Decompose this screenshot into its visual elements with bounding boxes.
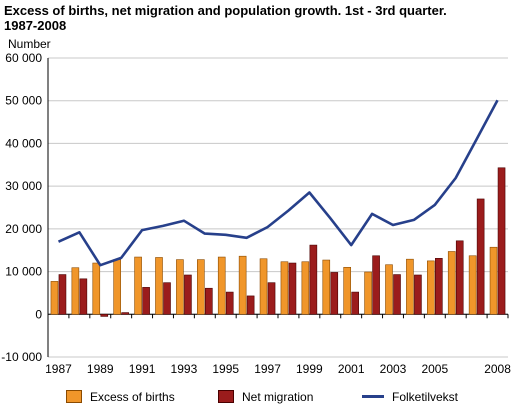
bar-excess-of-births: [259, 258, 268, 315]
bar-net-migration: [435, 258, 443, 315]
legend-growth: Folketilvekst: [362, 389, 458, 404]
y-tick-label: 0: [35, 307, 42, 321]
bar-excess-of-births: [238, 255, 247, 315]
bar-net-migration: [414, 274, 422, 315]
bar-net-migration: [351, 291, 359, 315]
y-tick-label: -10 000: [1, 350, 42, 364]
legend-growth-swatch: [362, 395, 384, 399]
chart-title-line-1: Excess of births, net migration and popu…: [4, 3, 447, 18]
x-tick-label: 2001: [338, 362, 365, 376]
bar-net-migration: [393, 274, 401, 315]
bar-net-migration: [476, 198, 485, 315]
legend-growth-label: Folketilvekst: [392, 389, 459, 404]
bar-excess-of-births: [92, 262, 101, 315]
bar-excess-of-births: [468, 255, 477, 315]
bar-excess-of-births: [155, 257, 163, 315]
legend-migration-label: Net migration: [242, 389, 314, 404]
x-tick-label: 1989: [87, 362, 114, 376]
bar-net-migration: [372, 255, 380, 315]
bar-net-migration: [121, 312, 129, 315]
bar-excess-of-births: [71, 267, 80, 315]
y-tick-label: 60 000: [5, 51, 42, 65]
bar-excess-of-births: [50, 281, 59, 315]
y-tick-label: 40 000: [5, 136, 42, 150]
bar-excess-of-births: [280, 261, 289, 315]
bar-excess-of-births: [427, 260, 435, 315]
bar-net-migration: [79, 278, 88, 315]
bar-excess-of-births: [134, 256, 142, 315]
x-tick-label: 2003: [380, 362, 407, 376]
bar-net-migration: [246, 295, 255, 315]
legend-migration-swatch: [218, 390, 234, 404]
legend-births-label: Excess of births: [90, 389, 175, 404]
y-axis-unit-label: Number: [8, 37, 51, 51]
bar-net-migration: [100, 313, 109, 317]
bar-excess-of-births: [217, 256, 226, 315]
x-tick-label: 1997: [254, 362, 281, 376]
legend-migration: Net migration: [218, 389, 313, 404]
bar-net-migration: [455, 240, 464, 315]
bar-excess-of-births: [406, 258, 414, 315]
bar-excess-of-births: [447, 251, 456, 315]
bar-net-migration: [288, 262, 297, 315]
bar-excess-of-births: [301, 261, 310, 315]
bar-net-migration: [330, 272, 339, 315]
x-tick-label: 1999: [296, 362, 323, 376]
bar-excess-of-births: [197, 259, 205, 315]
x-tick-label: 1987: [45, 362, 72, 376]
bar-net-migration: [58, 274, 67, 315]
y-tick-label: 50 000: [5, 94, 42, 108]
bar-net-migration: [163, 282, 171, 315]
bar-net-migration: [497, 167, 506, 315]
bar-net-migration: [225, 291, 234, 315]
bar-excess-of-births: [113, 259, 121, 315]
x-tick-label: 2005: [421, 362, 448, 376]
legend-births: Excess of births: [66, 389, 175, 404]
bar-excess-of-births: [343, 266, 351, 315]
bar-net-migration: [142, 287, 150, 315]
bar-net-migration: [184, 274, 192, 315]
x-tick-label: 1993: [171, 362, 198, 376]
y-tick-label: 10 000: [5, 265, 42, 279]
bar-excess-of-births: [385, 264, 393, 315]
bar-excess-of-births: [176, 259, 184, 315]
y-tick-label: 30 000: [5, 179, 42, 193]
bar-net-migration: [205, 287, 213, 315]
bar-excess-of-births: [322, 259, 331, 315]
y-tick-label: 20 000: [5, 222, 42, 236]
x-tick-label: 2008: [484, 362, 511, 376]
line-folketilvekst: [57, 99, 499, 267]
legend-births-swatch: [66, 390, 82, 404]
chart-title-line-2: 1987-2008: [4, 18, 67, 33]
x-tick-label: 1995: [212, 362, 239, 376]
bar-net-migration: [309, 244, 318, 315]
chart-plot: 60 000 50 000 40 000 30 000 20 000 10 000 0 -10…: [1, 51, 511, 376]
bar-excess-of-births: [364, 271, 372, 315]
bar-net-migration: [267, 282, 276, 315]
bar-excess-of-births: [489, 246, 498, 315]
x-tick-label: 1991: [129, 362, 156, 376]
chart-title: Excess of births, net migration and popu…: [4, 3, 509, 33]
